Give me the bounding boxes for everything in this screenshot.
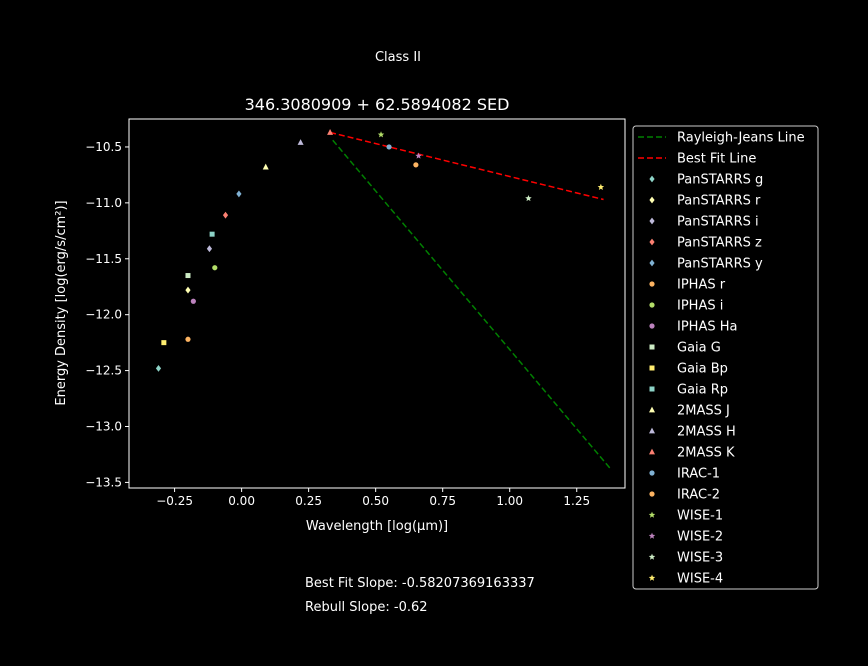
y-tick-label: −11.0 (85, 196, 122, 210)
fit-lines (329, 131, 613, 471)
x-tick-label: 0.50 (362, 494, 389, 508)
y-tick-label: −12.5 (85, 364, 122, 378)
iphas-ha-point (190, 298, 196, 304)
legend-label-gaia-bp: Gaia Bp (677, 362, 728, 377)
2mass-h-point (297, 139, 304, 145)
legend-label-wise-1: WISE-1 (677, 509, 723, 524)
legend-marker-panstarrs-g (649, 175, 655, 183)
wise-1-point (377, 131, 385, 138)
legend-label-panstarrs-z: PanSTARRS z (677, 236, 762, 251)
wise-4-point (597, 183, 605, 190)
legend-marker-2mass-j (649, 406, 655, 413)
rayleigh-jeans-line-line (332, 139, 613, 471)
rebull-slope-value: -0.62 (393, 600, 428, 615)
legend-label-panstarrs-i: PanSTARRS i (677, 215, 759, 230)
legend-marker-gaia-g (649, 344, 655, 350)
legend-label-rayleigh-jeans-line: Rayleigh-Jeans Line (677, 131, 805, 146)
y-axis-label: Energy Density [log(erg/s/cm²)] (54, 200, 69, 405)
data-points (155, 129, 605, 372)
legend-label-panstarrs-y: PanSTARRS y (677, 257, 763, 272)
rebull-slope-label: Rebull Slope: (305, 600, 390, 615)
wise-3-point (525, 194, 532, 202)
legend-marker-gaia-bp (649, 365, 655, 371)
best-fit-slope-value: -0.58207369163337 (401, 576, 535, 591)
legend-marker-wise-3 (648, 553, 656, 560)
legend-label-2mass-j: 2MASS J (677, 404, 730, 419)
2mass-j-point (262, 163, 269, 170)
legend-marker-panstarrs-y (649, 259, 655, 267)
gaia-bp-point (161, 340, 167, 346)
axis-ticks: −0.25 0.00 0.25 0.50 0.75 1.00 1.25 −10.5 −11.0 −… (85, 140, 590, 508)
legend-box (632, 125, 819, 590)
iphas-r-point (185, 336, 191, 342)
irac-2-point (413, 162, 419, 168)
gaia-rp-point (209, 231, 215, 237)
legend-label-iphas-r: IPHAS r (677, 278, 726, 293)
legend-marker-gaia-rp (649, 386, 655, 392)
legend-label-2mass-h: 2MASS H (677, 425, 736, 440)
legend-marker-2mass-k (649, 448, 655, 455)
2mass-k-point (327, 129, 334, 135)
legend-marker-irac-1 (649, 470, 655, 476)
legend-marker-irac-2 (649, 491, 655, 497)
x-tick-label: −0.25 (156, 494, 193, 508)
legend-label-iphas-i: IPHAS i (677, 299, 723, 314)
x-tick-label: 1.00 (496, 494, 523, 508)
legend-label-panstarrs-g: PanSTARRS g (677, 173, 763, 188)
legend-marker-iphas-r (649, 281, 655, 287)
panstarrs-z-point (222, 211, 229, 219)
panstarrs-i-point (206, 245, 213, 253)
iphas-i-point (212, 265, 218, 271)
legend-label-best-fit-line: Best Fit Line (677, 152, 756, 167)
legend-label-gaia-g: Gaia G (677, 341, 721, 356)
x-tick-label: 0.00 (228, 494, 255, 508)
chart-title: 346.3080909 + 62.5894082 SED (245, 95, 510, 114)
y-tick-label: −10.5 (85, 140, 122, 154)
best-fit-slope-text: Best Fit Slope: -0.58207369163337 (305, 576, 535, 591)
legend-marker-iphas-i (649, 302, 655, 308)
y-tick-label: −11.5 (85, 252, 122, 266)
y-tick-label: −12.0 (85, 308, 122, 322)
legend-marker-2mass-h (649, 427, 655, 434)
best-fit-line-line (329, 131, 604, 201)
legend: Rayleigh-Jeans Line Best Fit Line PanSTARR… (632, 125, 819, 590)
legend-marker-wise-1 (648, 511, 656, 518)
y-tick-label: −13.0 (85, 420, 122, 434)
legend-marker-iphas-ha (649, 323, 655, 329)
plot-frame (128, 118, 626, 489)
legend-marker-wise-2 (648, 532, 656, 539)
legend-marker-wise-4 (648, 574, 656, 581)
wise-2-point (415, 152, 422, 159)
gaia-g-point (185, 273, 191, 279)
panstarrs-g-point (155, 364, 162, 372)
legend-label-2mass-k: 2MASS K (677, 446, 735, 461)
legend-marker-panstarrs-z (649, 238, 655, 246)
rebull-slope-text: Rebull Slope: -0.62 (305, 600, 428, 615)
x-axis-label: Wavelength [log(μm)] (306, 519, 448, 534)
legend-label-wise-3: WISE-3 (677, 551, 723, 566)
best-fit-slope-label: Best Fit Slope: (305, 576, 398, 591)
legend-label-iphas-ha: IPHAS Ha (677, 320, 737, 335)
x-tick-label: 0.25 (295, 494, 322, 508)
x-tick-label: 1.25 (563, 494, 590, 508)
legend-marker-panstarrs-i (649, 217, 655, 225)
x-tick-label: 0.75 (429, 494, 456, 508)
panstarrs-r-point (185, 286, 191, 294)
legend-marker-panstarrs-r (649, 196, 655, 204)
figure-suptitle: Class II (375, 50, 421, 65)
irac-1-point (386, 144, 392, 150)
legend-label-irac-1: IRAC-1 (677, 467, 720, 482)
legend-label-panstarrs-r: PanSTARRS r (677, 194, 761, 209)
legend-label-wise-4: WISE-4 (677, 572, 723, 587)
legend-label-gaia-rp: Gaia Rp (677, 383, 728, 398)
panstarrs-y-point (236, 190, 242, 198)
legend-label-wise-2: WISE-2 (677, 530, 723, 545)
y-tick-label: −13.5 (85, 475, 122, 489)
legend-label-irac-2: IRAC-2 (677, 488, 720, 503)
